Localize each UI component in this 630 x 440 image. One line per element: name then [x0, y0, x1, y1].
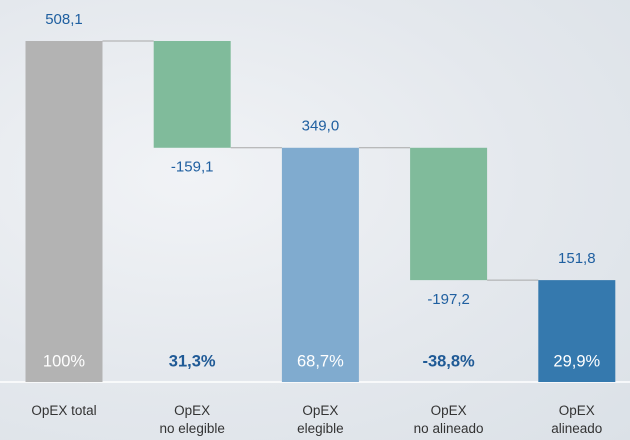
bar	[25, 41, 103, 382]
x-tick-label: OpEX alineado	[551, 403, 603, 436]
share-label: 29,9%	[553, 352, 600, 370]
x-tick-label: OpEX no alineado	[413, 403, 484, 436]
x-tick-label: OpEX total	[31, 403, 97, 418]
value-label: 508,1	[45, 11, 83, 28]
value-label: 151,8	[558, 250, 596, 267]
bar	[153, 41, 231, 148]
share-label: 31,3%	[169, 352, 216, 370]
bar	[538, 280, 616, 382]
x-tick-label: OpEX no elegible	[159, 403, 225, 436]
bar	[281, 147, 359, 382]
x-tick-label: OpEX elegible	[297, 403, 344, 436]
share-label: -38,8%	[422, 352, 475, 370]
share-label: 100%	[43, 352, 86, 370]
bar	[410, 147, 488, 281]
value-label: -197,2	[427, 291, 470, 308]
value-label: 349,0	[302, 118, 340, 135]
share-label: 68,7%	[297, 352, 344, 370]
value-label: -159,1	[171, 159, 214, 176]
